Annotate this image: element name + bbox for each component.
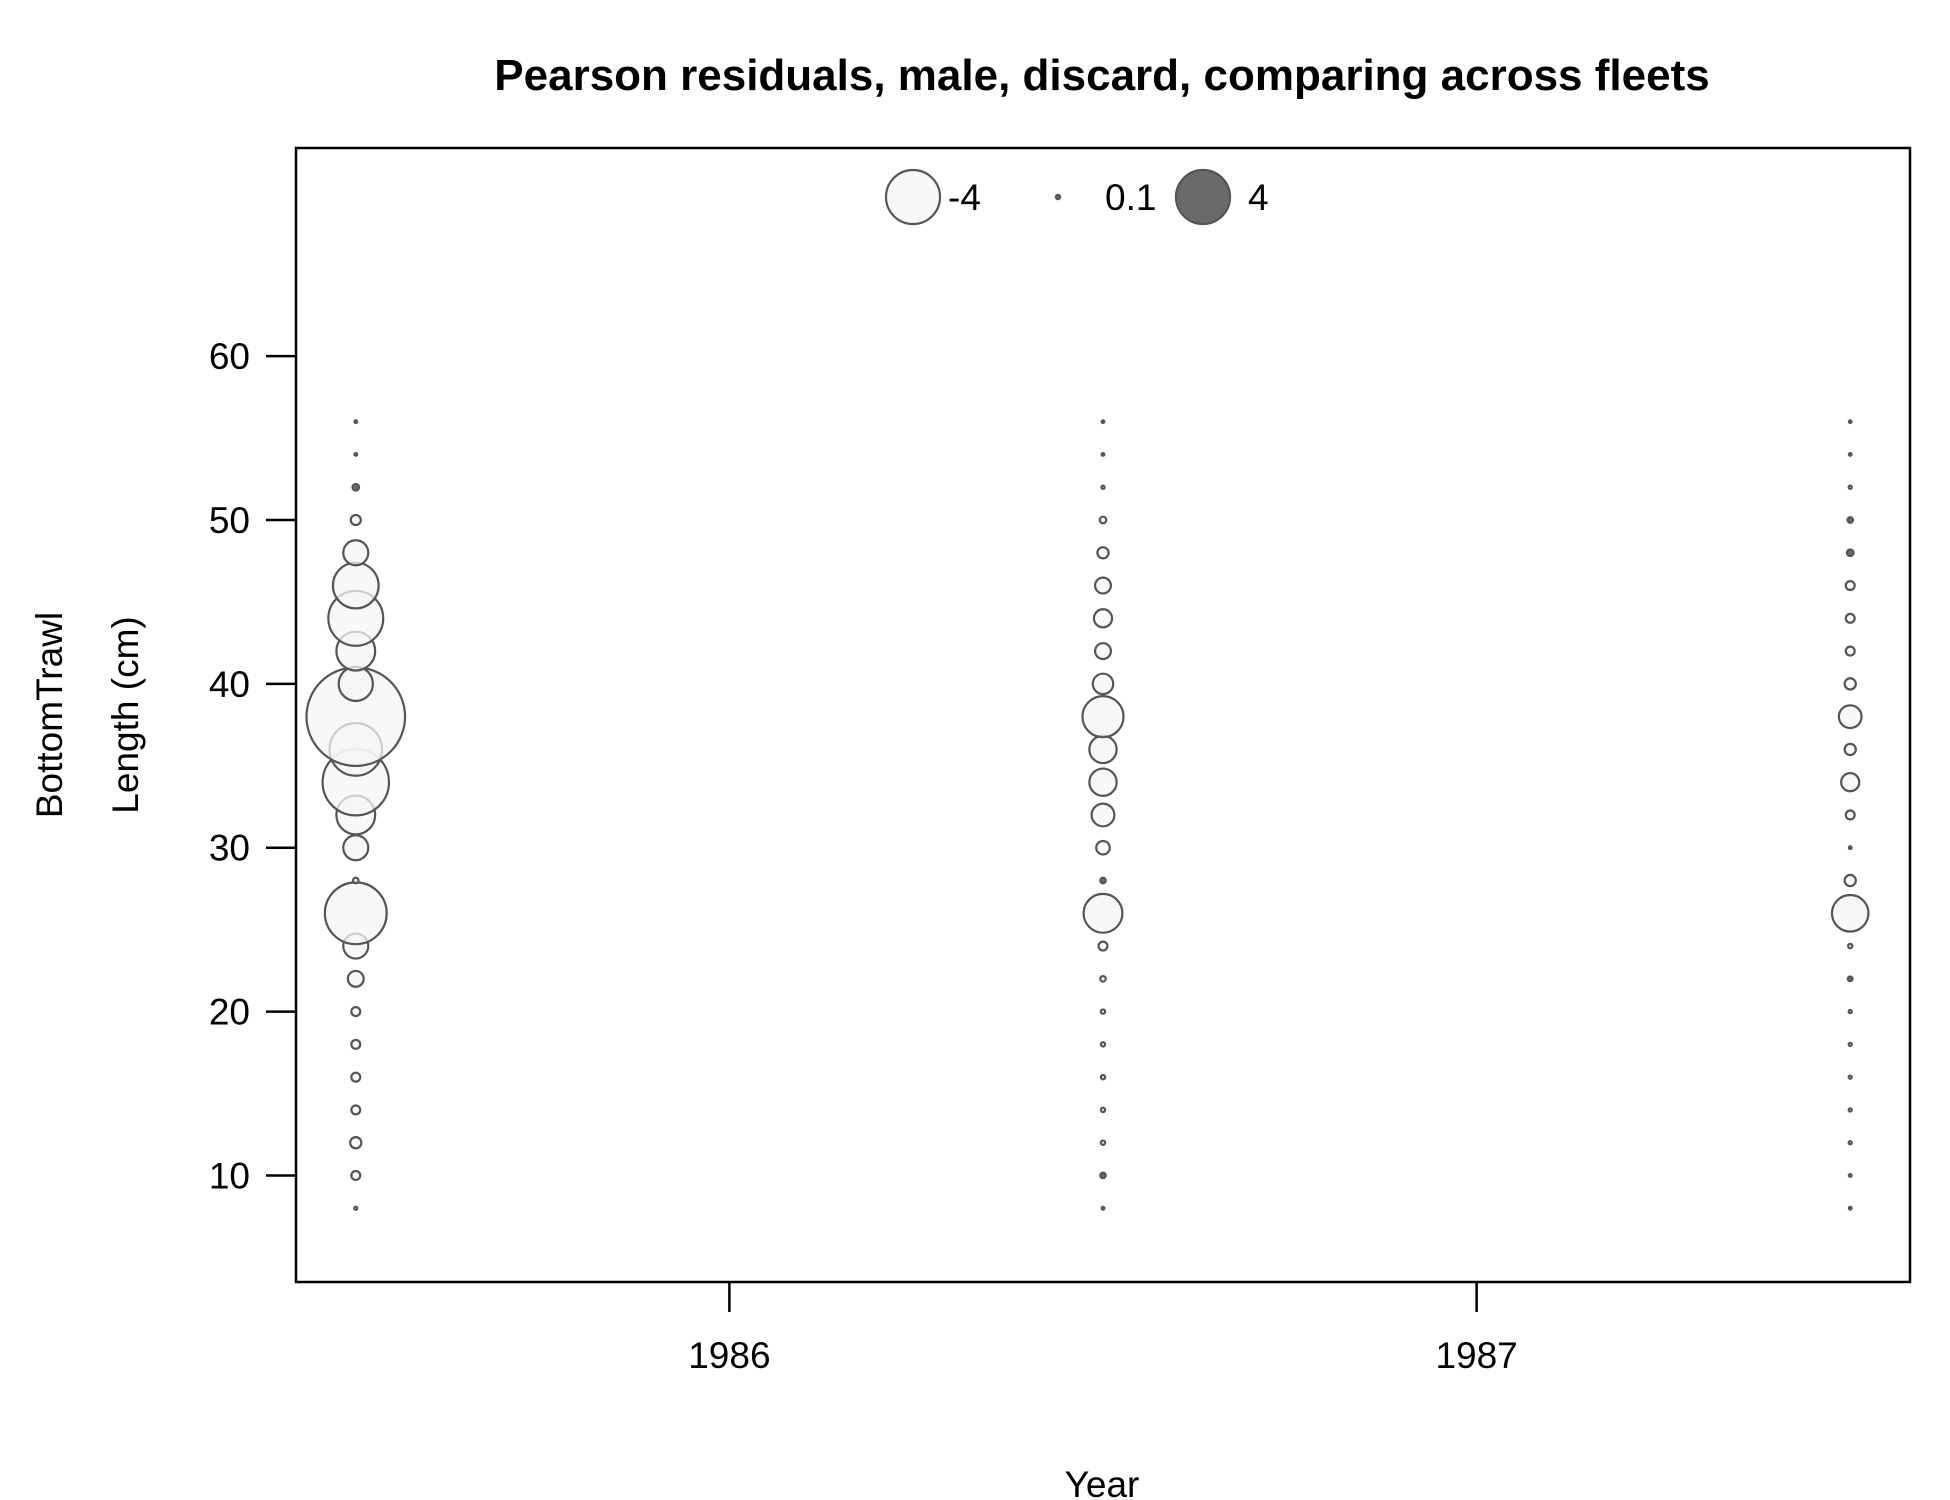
y-axis-label-line2: Length (cm) [105,616,146,813]
residual-bubble [1093,642,1112,661]
residual-bubble [1847,484,1853,490]
residual-bubble [1091,672,1115,696]
y-tick-label: 60 [209,336,250,377]
residual-bubble [1093,576,1112,595]
legend-bubble [1174,168,1232,226]
residual-bubble [1097,940,1109,952]
residual-bubble [353,1205,359,1211]
chart-title: Pearson residuals, male, discard, compar… [494,51,1709,100]
residual-bubble [349,1136,363,1150]
residual-bubble [1844,612,1856,624]
y-tick-label: 40 [209,664,250,705]
x-axis: 1986 1987 [688,1282,1518,1376]
legend: -4 0.1 4 [884,168,1269,226]
residual-bubble [1844,645,1856,657]
legend-label: -4 [948,177,981,218]
residual-bubble [1845,548,1855,558]
residual-bubble [1843,742,1857,757]
residual-bubble [1090,802,1116,828]
residual-bubble [350,1006,362,1018]
residual-bubble [350,1104,362,1116]
residual-bubble [1099,1139,1107,1146]
residual-bubble [1081,694,1125,739]
residual-bubble [351,482,361,492]
legend-label: 0.1 [1105,177,1156,218]
legend-label: 4 [1248,177,1269,218]
residual-bubble [1088,734,1118,765]
legend-bubble [884,168,942,226]
residual-bubble [331,561,380,610]
bubble-layer [305,419,1870,1211]
residual-bubble [1095,839,1111,856]
x-axis-label: Year [1065,1464,1140,1500]
residual-bubble [1847,1140,1853,1146]
residual-bubble [1847,1041,1853,1048]
residual-bubble [1847,1107,1853,1113]
residual-bubble [1846,516,1855,524]
residual-bubble [353,451,359,457]
residual-bubble [1844,809,1856,821]
residual-bubble [1847,1008,1853,1015]
residual-bubble [1099,1171,1107,1180]
residual-bubble [1843,873,1857,888]
residual-bubble [1837,704,1863,730]
residual-bubble [350,1071,362,1083]
residual-bubble [346,969,365,988]
residual-bubble [342,834,370,862]
residual-bubble [1830,893,1870,933]
residual-bubble [1847,845,1853,851]
residual-bubble [342,539,370,567]
y-axis-label-line1: BottomTrawl [29,612,70,818]
residual-bubble [1099,1008,1107,1015]
residual-bubble [1099,975,1107,983]
residual-bubble [1082,892,1124,934]
residual-bubble [1847,1205,1853,1211]
residual-bubble [1847,1173,1853,1178]
residual-bubble [1844,579,1856,592]
residual-bubble [353,419,359,425]
y-tick-label: 10 [209,1155,250,1196]
residual-bubble [1098,515,1108,525]
residual-bubble [1099,1041,1107,1048]
residual-bubble [1847,451,1853,457]
x-tick-label: 1987 [1435,1335,1517,1376]
residual-bubble [1847,1074,1853,1080]
y-tick-label: 30 [209,828,250,869]
legend-bubble [1054,193,1062,201]
y-tick-label: 20 [209,992,250,1033]
residual-bubble [1846,942,1854,950]
x-tick-label: 1986 [688,1335,770,1376]
residual-bubble [337,665,374,703]
residual-bubble [349,513,362,527]
residual-bubble [1847,419,1853,425]
residual-bubble [1099,1106,1107,1114]
residual-bubble [1099,876,1107,885]
residual-bubble [350,1038,362,1050]
residual-bubble [350,1169,362,1182]
residual-bubble [351,876,360,885]
residual-bubble [1092,608,1114,629]
residual-bubble [1100,484,1106,490]
residual-bubble [1100,419,1106,425]
residual-bubble [1840,772,1861,793]
residual-bubble [1096,546,1110,560]
y-axis: 10 20 30 40 50 60 [209,336,296,1196]
y-tick-label: 50 [209,500,250,541]
plot-frame [294,146,1912,1284]
residual-bubble [1100,451,1106,457]
residual-bubble [1846,975,1854,983]
residual-bubble [1099,1073,1107,1081]
residual-bubble [1843,677,1857,691]
residual-bubble [1088,767,1118,797]
residual-bubble [323,881,388,946]
residual-bubble [1100,1205,1106,1211]
